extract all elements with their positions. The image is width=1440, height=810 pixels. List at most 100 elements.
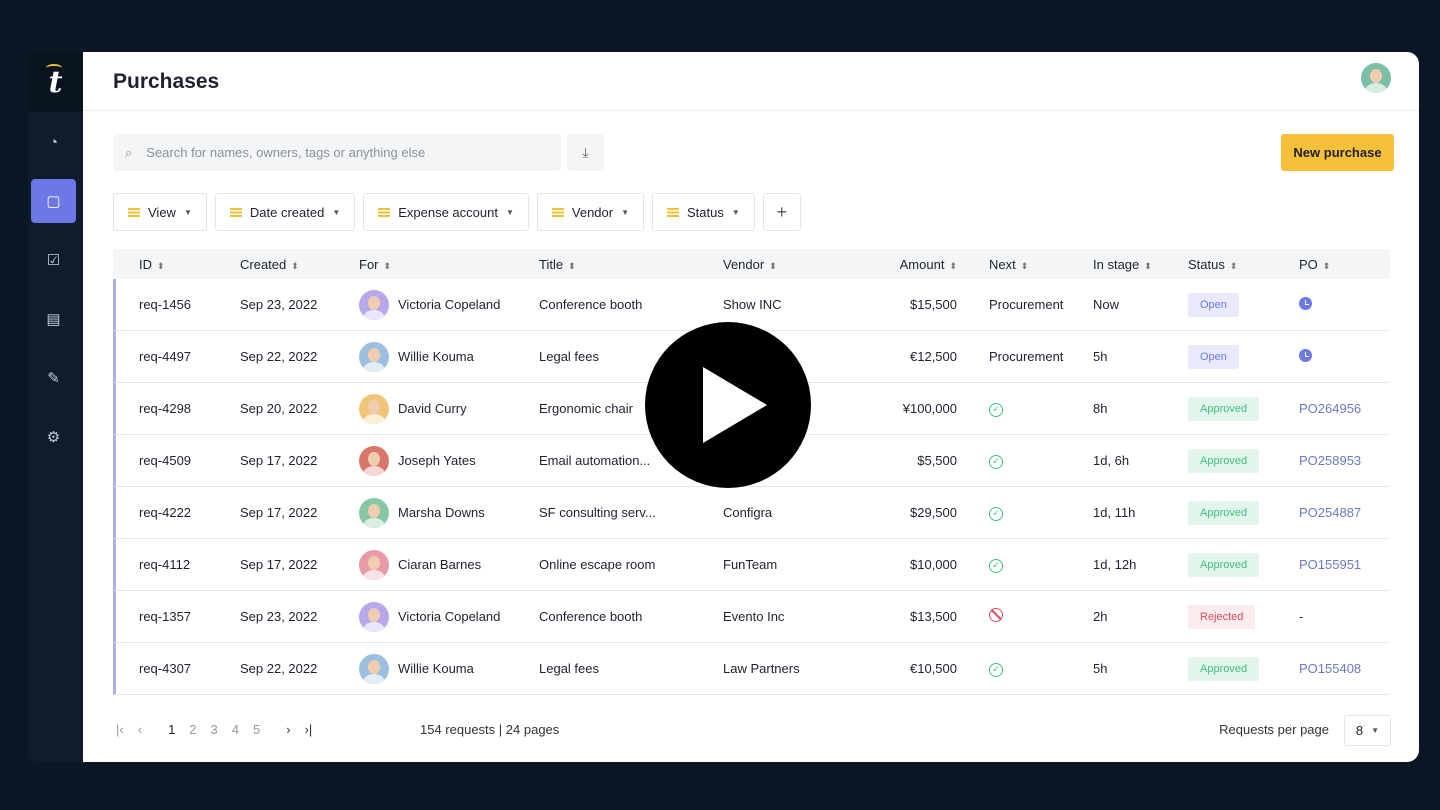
request-id[interactable]: req-4509 [139,453,192,468]
filter-expense-account[interactable]: Expense account ▼ [363,193,529,231]
last-page-icon[interactable]: ›| [304,722,313,737]
new-purchase-button[interactable]: New purchase [1281,134,1394,171]
filter-view[interactable]: View ▼ [113,193,207,231]
po-link[interactable]: PO254887 [1299,505,1362,520]
request-id[interactable]: req-1456 [139,297,192,312]
prev-page-icon[interactable]: ‹ [137,722,143,737]
table-row[interactable]: req-1456 Sep 23, 2022 Victoria Copeland … [113,279,1390,331]
per-page-value: 8 [1355,723,1364,738]
created-date: Sep 23, 2022 [240,297,318,312]
status-badge: Open [1188,344,1239,369]
request-id[interactable]: req-4112 [139,557,191,572]
request-id[interactable]: req-4497 [139,349,192,364]
search-bar[interactable]: ⌕ [113,134,561,171]
column-header-status[interactable]: Status ⬍ [1188,257,1237,272]
request-id[interactable]: req-4307 [139,661,192,676]
table-row[interactable]: req-4509 Sep 17, 2022 Joseph Yates Email… [113,435,1390,487]
column-header-created[interactable]: Created ⬍ [240,257,299,272]
next-cell: ✓ [989,504,1003,521]
created-date: Sep 17, 2022 [240,505,318,520]
per-page-label: Requests per page [1219,722,1329,737]
po-link[interactable]: PO155408 [1299,661,1362,676]
filter-vendor[interactable]: Vendor ▼ [536,193,645,231]
po-link[interactable]: PO264956 [1299,401,1362,416]
column-label: Vendor [723,256,765,272]
next-page-icon[interactable]: › [286,722,291,737]
column-header-id[interactable]: ID ⬍ [139,257,165,272]
filter-lines-icon [551,207,564,217]
next-step: Procurement [989,349,1064,364]
check-circle-icon: ✓ [989,662,1003,677]
created-date: Sep 22, 2022 [240,661,318,676]
page-1[interactable]: 1 [168,722,176,737]
column-header-next[interactable]: Next ⬍ [989,257,1028,272]
page-2[interactable]: 2 [189,722,197,737]
requester-name: Ciaran Barnes [398,557,482,572]
avatar [359,342,389,372]
sidebar-item-shopping-bag[interactable]: ▢ [31,179,76,223]
request-id[interactable]: req-1357 [139,609,192,624]
in-stage: 5h [1093,661,1108,676]
created-date: Sep 20, 2022 [240,401,318,416]
sidebar-item-document-check[interactable]: ☑ [31,238,76,282]
pen-icon: ✎ [47,370,60,387]
table-row[interactable]: req-1357 Sep 23, 2022 Victoria Copeland … [113,591,1390,643]
column-header-vendor[interactable]: Vendor ⬍ [723,257,777,272]
request-title: Conference booth [539,297,643,312]
po-cell: PO155951 [1299,557,1361,572]
first-page-icon[interactable]: |‹ [116,722,124,737]
per-page-select[interactable]: 8 ▼ [1344,715,1391,746]
shopping-bag-icon: ▢ [46,193,61,210]
request-id[interactable]: req-4222 [139,505,192,520]
requester-name: Victoria Copeland [398,609,501,624]
column-header-amount[interactable]: Amount ⬍ [900,257,957,272]
request-id[interactable]: req-4298 [139,401,192,416]
po-cell: PO258953 [1299,453,1361,468]
table-row[interactable]: req-4222 Sep 17, 2022 Marsha Downs SF co… [113,487,1390,539]
status-badge: Approved [1188,500,1260,525]
plus-icon: + [776,201,788,222]
column-header-in-stage[interactable]: In stage ⬍ [1093,257,1152,272]
column-header-po[interactable]: PO ⬍ [1299,257,1330,272]
sort-icon: ⬍ [1144,260,1152,271]
amount: $13,500 [910,609,957,624]
amount: $5,500 [917,453,957,468]
page-3[interactable]: 3 [210,722,218,737]
column-header-for[interactable]: For ⬍ [359,257,391,272]
sidebar-item-pie-chart[interactable]: ◔ [31,120,76,164]
table-row[interactable]: req-4112 Sep 17, 2022 Ciaran Barnes Onli… [113,539,1390,591]
column-header-title[interactable]: Title ⬍ [539,257,576,272]
vendor: FunTeam [723,557,778,572]
vendor: Show INC [723,297,782,312]
logo[interactable]: t [28,52,83,112]
sidebar-item-pen[interactable]: ✎ [31,356,76,400]
play-button[interactable] [645,322,811,488]
user-avatar[interactable] [1361,63,1391,93]
add-filter-button[interactable]: + [762,193,801,231]
amount: $15,500 [910,297,957,312]
vendor: Law Partners [723,661,800,676]
sidebar-item-store[interactable]: ▤ [31,297,76,341]
filter-label: Expense account [398,204,498,220]
table-row[interactable]: req-4307 Sep 22, 2022 Willie Kouma Legal… [113,643,1390,695]
column-label: PO [1299,256,1318,272]
column-label: Created [240,256,287,272]
search-input[interactable] [146,145,547,160]
sidebar-item-gear[interactable]: ⚙ [31,415,76,459]
page-4[interactable]: 4 [231,722,239,737]
sort-icon: ⬍ [1020,260,1029,271]
table-row[interactable]: req-4298 Sep 20, 2022 David Curry Ergono… [113,383,1390,435]
column-label: Amount [899,256,945,272]
request-title: Legal fees [539,349,599,364]
page-5[interactable]: 5 [253,722,261,737]
requester-name: Willie Kouma [398,349,474,364]
chevron-down-icon: ▼ [621,207,630,217]
download-button[interactable]: ⤓ [567,134,604,171]
chevron-down-icon: ▼ [1371,726,1380,735]
po-link[interactable]: PO155951 [1299,557,1362,572]
filter-status[interactable]: Status ▼ [652,193,755,231]
po-link[interactable]: PO258953 [1299,453,1362,468]
chevron-down-icon: ▼ [505,207,514,217]
filter-date-created[interactable]: Date created ▼ [214,193,356,231]
check-circle-icon: ✓ [989,558,1003,573]
